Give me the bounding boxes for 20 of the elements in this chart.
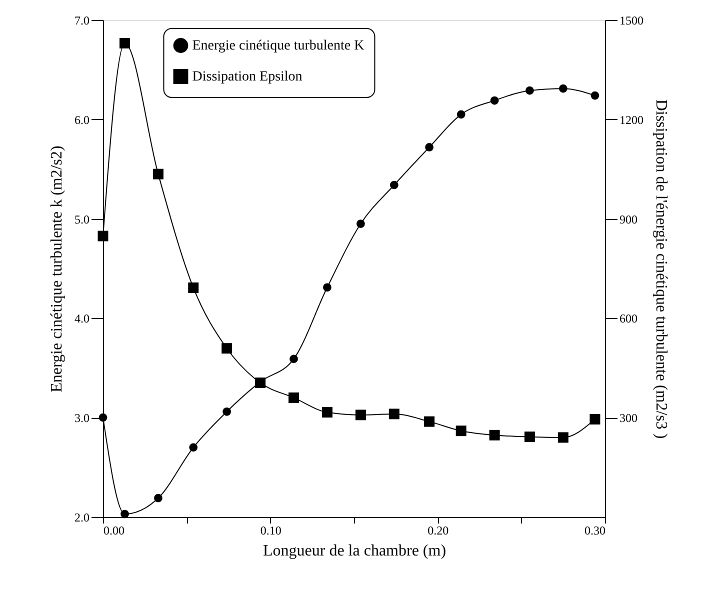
y2-tick-label: 1200: [620, 112, 644, 127]
y2-tick-label: 900: [620, 212, 638, 226]
y-tick-label: 2.0: [74, 510, 90, 524]
y2-tick-label: 300: [620, 411, 638, 426]
x-tick-label: 0.20: [428, 524, 449, 538]
y-tick-label: 5.0: [74, 212, 90, 226]
y-tick-label: 6.0: [74, 112, 90, 127]
x-tick-label: 0.30: [584, 524, 606, 538]
legend-label: Energie cinétique turbulente K: [192, 38, 364, 54]
y-axis-title: Energie cinétique turbulente k (m2/s2): [48, 146, 66, 392]
y2-tick-label: 1500: [620, 14, 644, 28]
y-tick-label: 7.0: [74, 14, 90, 28]
y-tick-label: 4.0: [74, 312, 90, 326]
y2-axis-title: Dissipation de l'énergie cinétique turbulente (m2/s3 ): [652, 99, 670, 439]
x-tick-label: 0.10: [260, 524, 282, 538]
x-tick-label: 0.00: [104, 524, 124, 538]
y-tick-label: 3.0: [74, 411, 90, 426]
legend-label: Dissipation Epsilon: [192, 70, 302, 84]
x-axis-title: Longueur de la chambre (m): [262, 542, 446, 560]
y2-tick-label: 600: [620, 312, 638, 326]
